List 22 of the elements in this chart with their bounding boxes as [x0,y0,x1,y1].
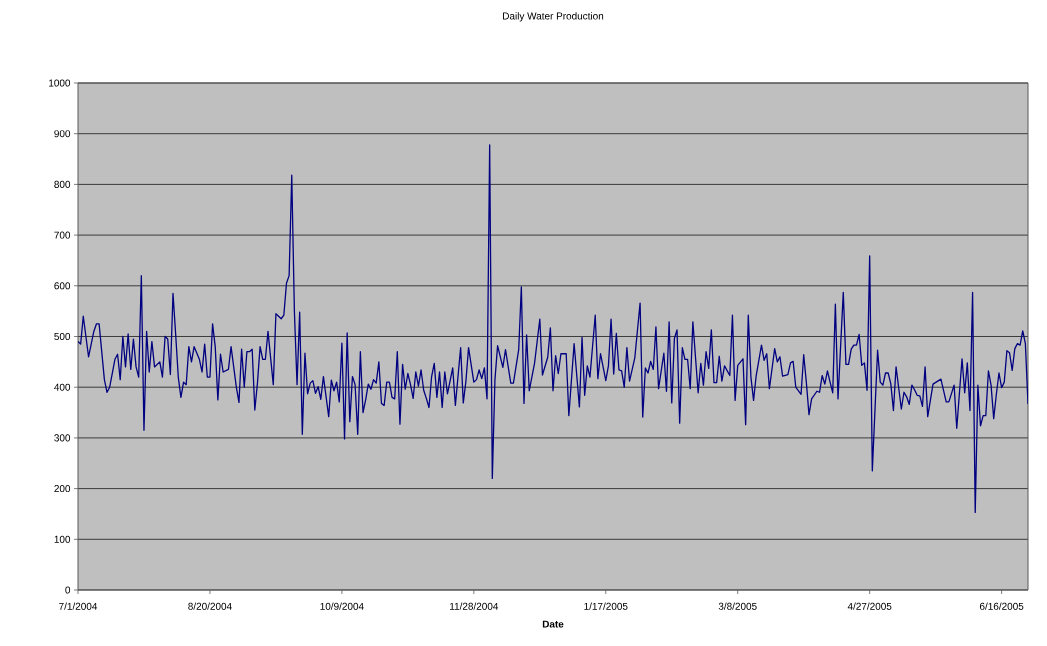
y-tick-label: 100 [54,535,71,543]
x-tick-label: 10/9/2004 [320,602,364,610]
y-tick-label: 600 [54,282,71,290]
y-tick-label: 300 [54,434,71,442]
y-tick-label: 900 [54,130,71,138]
y-tick-label: 500 [54,332,71,341]
y-tick-label: 0 [65,586,71,594]
line-series [78,144,1029,514]
y-tick-label: 800 [54,180,71,188]
chart-title: Daily Water Production [503,12,604,22]
x-tick-label: 11/28/2004 [450,602,499,610]
y-tick-label: 1000 [49,79,71,87]
y-tick-label: 700 [54,231,71,239]
y-tick-label: 400 [54,383,71,391]
x-tick-label: 4/27/2005 [847,602,892,610]
y-tick-label: 200 [54,485,71,493]
x-tick-label: 7/1/2004 [59,602,98,610]
x-tick-label: 8/20/2004 [188,602,232,610]
x-axis-title: Date [542,620,564,628]
x-tick-label: 6/16/2005 [979,602,1024,610]
x-tick-label: 1/17/2005 [584,602,628,610]
x-tick-label: 3/8/2005 [718,602,757,610]
